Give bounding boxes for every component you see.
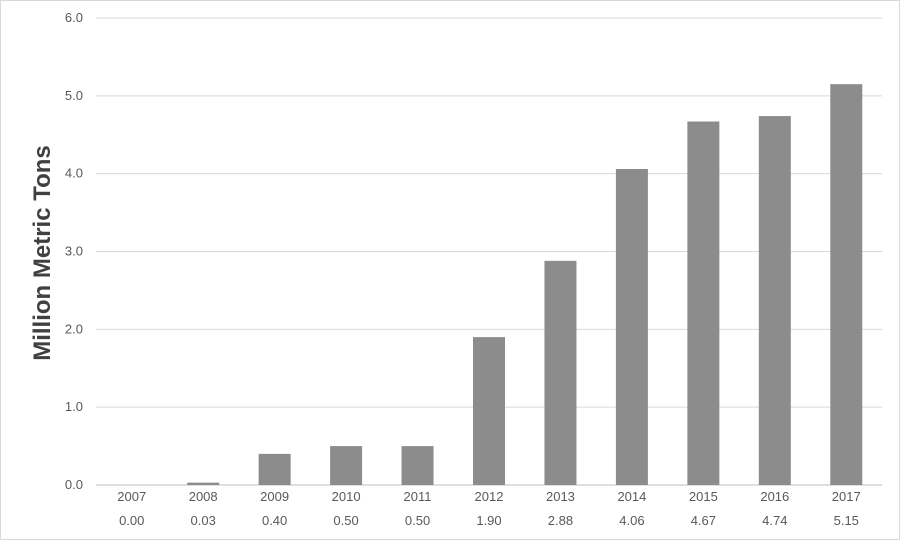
- x-axis-ticks: 2007 2008 2009 2010 2011 2012 2013 2014 2015 2016…: [117, 489, 860, 504]
- bar: [401, 446, 434, 485]
- x-tick-label: 2013: [546, 489, 575, 504]
- x-tick-label: 2011: [404, 489, 432, 504]
- data-label: 4.06: [619, 513, 644, 528]
- y-axis-label: Million Metric Tons: [29, 145, 56, 361]
- y-axis-ticks: 0.0 1.0 2.0 3.0 4.0 5.0 6.0: [65, 10, 83, 492]
- bar: [258, 453, 291, 485]
- bars: [187, 84, 863, 486]
- bar: [758, 116, 791, 485]
- bar: [544, 260, 577, 485]
- data-label: 0.50: [405, 513, 430, 528]
- y-tick-label: 6.0: [65, 10, 83, 25]
- bar: [687, 121, 720, 485]
- y-tick-label: 1.0: [65, 399, 83, 414]
- data-label: 1.90: [476, 513, 501, 528]
- y-tick-label: 4.0: [65, 166, 83, 181]
- x-tick-label: 2015: [689, 489, 718, 504]
- data-label: 5.15: [834, 513, 859, 528]
- x-tick-label: 2014: [617, 489, 646, 504]
- bar: [330, 446, 363, 485]
- y-tick-label: 2.0: [65, 321, 83, 336]
- data-label: 0.03: [191, 513, 216, 528]
- data-label: 0.50: [333, 513, 358, 528]
- x-tick-label: 2010: [332, 489, 361, 504]
- x-tick-label: 2008: [189, 489, 218, 504]
- data-label: 2.88: [548, 513, 573, 528]
- value-labels: 0.00 0.03 0.40 0.50 0.50 1.90 2.88 4.06 4.67 4.74…: [119, 513, 859, 528]
- bar: [615, 168, 648, 485]
- bar: [473, 337, 505, 485]
- y-tick-label: 5.0: [65, 88, 83, 103]
- y-tick-label: 3.0: [65, 244, 83, 259]
- data-label: 0.40: [262, 513, 287, 528]
- x-tick-label: 2007: [117, 489, 146, 504]
- bar: [830, 84, 863, 486]
- data-label: 4.74: [762, 513, 787, 528]
- gridlines: [96, 17, 882, 486]
- x-tick-label: 2009: [260, 489, 289, 504]
- bar: [187, 482, 220, 485]
- x-tick-label: 2012: [475, 489, 504, 504]
- data-label: 4.67: [691, 513, 716, 528]
- x-tick-label: 2016: [760, 489, 789, 504]
- data-label: 0.00: [119, 513, 144, 528]
- y-tick-label: 0.0: [65, 477, 83, 492]
- x-tick-label: 2017: [832, 489, 861, 504]
